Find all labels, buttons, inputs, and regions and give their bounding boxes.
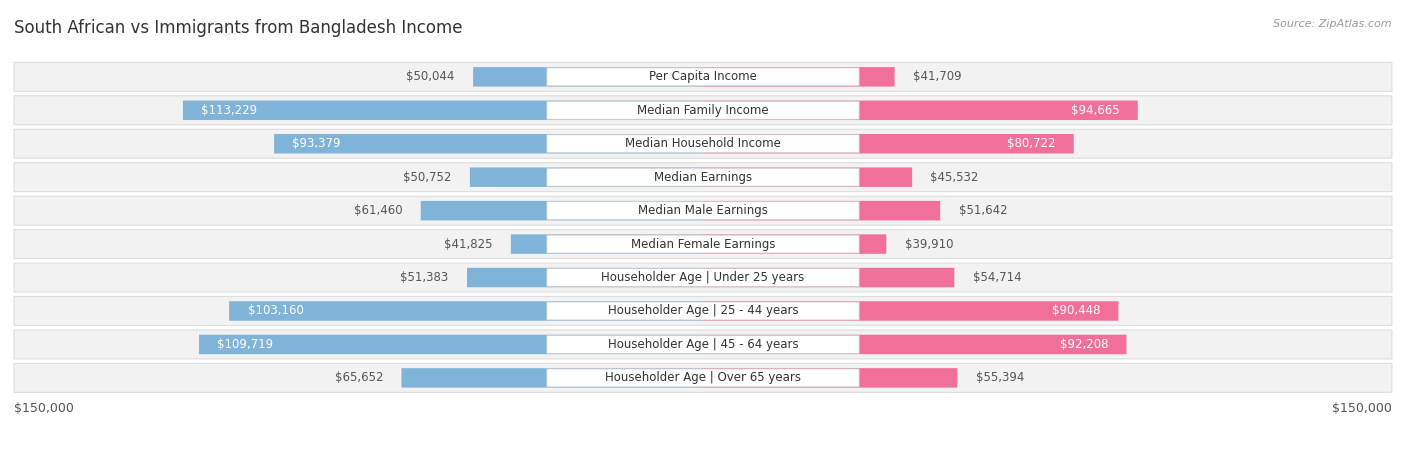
Text: Median Male Earnings: Median Male Earnings [638, 204, 768, 217]
Text: $54,714: $54,714 [973, 271, 1021, 284]
FancyBboxPatch shape [229, 301, 703, 321]
Text: Median Family Income: Median Family Income [637, 104, 769, 117]
Text: $93,379: $93,379 [292, 137, 342, 150]
FancyBboxPatch shape [14, 297, 1392, 325]
FancyBboxPatch shape [547, 369, 859, 387]
FancyBboxPatch shape [703, 201, 941, 220]
Text: Householder Age | 25 - 44 years: Householder Age | 25 - 44 years [607, 304, 799, 318]
Text: Median Female Earnings: Median Female Earnings [631, 238, 775, 251]
Text: $51,642: $51,642 [959, 204, 1007, 217]
Text: $61,460: $61,460 [354, 204, 402, 217]
FancyBboxPatch shape [510, 234, 703, 254]
FancyBboxPatch shape [14, 263, 1392, 292]
Text: $51,383: $51,383 [401, 271, 449, 284]
Text: $103,160: $103,160 [247, 304, 304, 318]
Text: $55,394: $55,394 [976, 371, 1024, 384]
FancyBboxPatch shape [14, 63, 1392, 92]
FancyBboxPatch shape [14, 96, 1392, 125]
FancyBboxPatch shape [474, 67, 703, 86]
Text: $150,000: $150,000 [1331, 402, 1392, 415]
FancyBboxPatch shape [703, 301, 1118, 321]
FancyBboxPatch shape [547, 335, 859, 354]
Text: Median Earnings: Median Earnings [654, 171, 752, 184]
Text: $92,208: $92,208 [1060, 338, 1108, 351]
Text: $50,044: $50,044 [406, 71, 454, 83]
FancyBboxPatch shape [703, 268, 955, 287]
Text: $94,665: $94,665 [1071, 104, 1119, 117]
Text: South African vs Immigrants from Bangladesh Income: South African vs Immigrants from Banglad… [14, 19, 463, 37]
FancyBboxPatch shape [547, 168, 859, 186]
FancyBboxPatch shape [402, 368, 703, 388]
Text: Householder Age | 45 - 64 years: Householder Age | 45 - 64 years [607, 338, 799, 351]
Text: $109,719: $109,719 [218, 338, 274, 351]
Text: $150,000: $150,000 [14, 402, 75, 415]
FancyBboxPatch shape [470, 168, 703, 187]
FancyBboxPatch shape [547, 101, 859, 119]
FancyBboxPatch shape [14, 163, 1392, 191]
Text: $41,825: $41,825 [444, 238, 492, 251]
FancyBboxPatch shape [14, 363, 1392, 392]
FancyBboxPatch shape [14, 129, 1392, 158]
Text: $113,229: $113,229 [201, 104, 257, 117]
FancyBboxPatch shape [547, 235, 859, 253]
FancyBboxPatch shape [420, 201, 703, 220]
FancyBboxPatch shape [703, 100, 1137, 120]
Text: $90,448: $90,448 [1052, 304, 1099, 318]
Text: $50,752: $50,752 [404, 171, 451, 184]
Text: $41,709: $41,709 [912, 71, 962, 83]
FancyBboxPatch shape [14, 196, 1392, 225]
FancyBboxPatch shape [703, 234, 886, 254]
FancyBboxPatch shape [703, 67, 894, 86]
FancyBboxPatch shape [547, 302, 859, 320]
FancyBboxPatch shape [703, 168, 912, 187]
Text: Householder Age | Under 25 years: Householder Age | Under 25 years [602, 271, 804, 284]
FancyBboxPatch shape [703, 335, 1126, 354]
Text: $39,910: $39,910 [904, 238, 953, 251]
FancyBboxPatch shape [274, 134, 703, 154]
FancyBboxPatch shape [547, 68, 859, 86]
Text: $45,532: $45,532 [931, 171, 979, 184]
FancyBboxPatch shape [703, 134, 1074, 154]
FancyBboxPatch shape [14, 230, 1392, 259]
Text: Householder Age | Over 65 years: Householder Age | Over 65 years [605, 371, 801, 384]
FancyBboxPatch shape [14, 330, 1392, 359]
FancyBboxPatch shape [547, 135, 859, 153]
FancyBboxPatch shape [467, 268, 703, 287]
Text: Median Household Income: Median Household Income [626, 137, 780, 150]
FancyBboxPatch shape [547, 269, 859, 287]
FancyBboxPatch shape [183, 100, 703, 120]
Text: $80,722: $80,722 [1007, 137, 1056, 150]
Text: Per Capita Income: Per Capita Income [650, 71, 756, 83]
FancyBboxPatch shape [703, 368, 957, 388]
FancyBboxPatch shape [200, 335, 703, 354]
Text: Source: ZipAtlas.com: Source: ZipAtlas.com [1274, 19, 1392, 28]
FancyBboxPatch shape [547, 202, 859, 219]
Text: $65,652: $65,652 [335, 371, 382, 384]
